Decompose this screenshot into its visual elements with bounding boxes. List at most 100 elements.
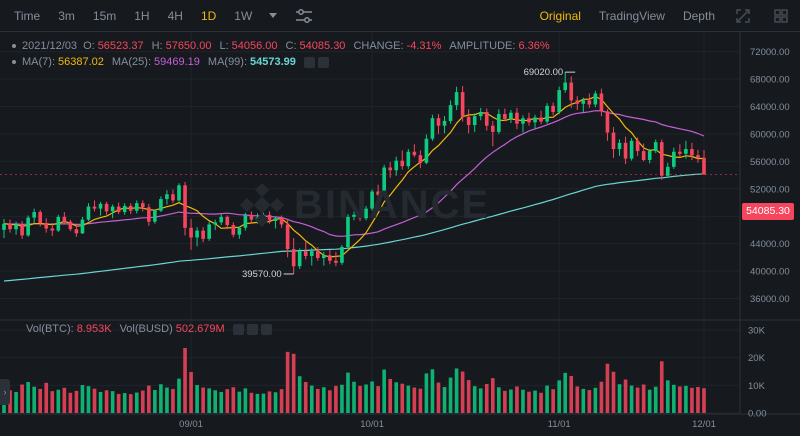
- candle-body: [86, 206, 91, 220]
- time-tick-label: 09/01: [179, 419, 203, 430]
- vol-close-icon[interactable]: [260, 323, 272, 335]
- volume-bar: [243, 388, 248, 413]
- ohlc-high-value: 57650.00: [165, 40, 212, 52]
- volume-bar: [587, 390, 592, 413]
- volume-bar: [647, 389, 652, 413]
- time-tick-label: 11/01: [548, 419, 571, 430]
- interval-time[interactable]: Time: [14, 8, 41, 23]
- candle-body: [291, 249, 296, 267]
- volume-bar: [593, 387, 598, 413]
- candle-body: [225, 216, 230, 226]
- candle-body: [702, 157, 706, 175]
- price-tick-label: 68000.00: [750, 75, 790, 86]
- volume-bar: [128, 394, 133, 413]
- axes: 72000.00 68000.00 64000.00 60000.00 56000.00…: [0, 32, 800, 430]
- volume-bar: [690, 387, 694, 413]
- settings-sliders-icon[interactable]: [295, 8, 313, 23]
- ma25-value: 59469.19: [154, 56, 200, 68]
- ohlc-high-label: H:: [151, 40, 163, 52]
- volume-bar: [376, 386, 380, 413]
- price-tick-label: 56000.00: [750, 157, 790, 168]
- volume-bar: [635, 387, 640, 413]
- volume-bar: [370, 381, 374, 413]
- fullscreen-icon[interactable]: [734, 7, 752, 25]
- candle-body: [557, 90, 561, 113]
- candle-body: [153, 210, 157, 222]
- sidebar-toggle-chevron-right-icon[interactable]: ›: [0, 379, 10, 405]
- volume-bar: [702, 388, 706, 413]
- interval-15m[interactable]: 15m: [92, 8, 117, 23]
- volume-bar: [195, 385, 199, 413]
- volume-bar: [665, 380, 670, 413]
- ohlc-low-value: 54056.00: [231, 40, 278, 52]
- candle-body: [466, 116, 471, 126]
- candle-body: [478, 112, 483, 117]
- ma-close-icon[interactable]: [317, 56, 329, 68]
- volume-bar: [358, 385, 362, 413]
- volume-bar: [388, 378, 393, 413]
- volume-bar: [147, 385, 151, 413]
- volume-bar: [68, 392, 73, 413]
- volume-bar: [8, 390, 12, 413]
- volume-bar: [38, 388, 43, 413]
- interval-1d[interactable]: 1D: [200, 8, 217, 23]
- volume-bar: [442, 386, 447, 413]
- view-tradingview[interactable]: TradingView: [598, 8, 665, 23]
- candle-body: [231, 225, 236, 235]
- view-original[interactable]: Original: [539, 8, 581, 23]
- candle-body: [147, 207, 151, 222]
- interval-4h[interactable]: 4H: [167, 8, 183, 23]
- candle-body: [678, 151, 682, 154]
- candle-body: [515, 112, 519, 124]
- candle-body: [171, 194, 175, 201]
- volume-bar: [20, 384, 24, 413]
- volume-bar: [322, 387, 326, 413]
- volume-bar: [521, 389, 525, 413]
- chevron-down-icon[interactable]: [269, 13, 278, 18]
- vol-settings-icon[interactable]: [232, 323, 244, 335]
- vol-busd-value: 502.679M: [175, 323, 225, 335]
- candle-body: [122, 205, 127, 213]
- kline-chart[interactable]: BINANCE 72000.00 68000.00 64000.00 60000.00…: [0, 32, 800, 431]
- volume-bar: [623, 379, 628, 413]
- candle-body: [8, 223, 12, 230]
- volume-bar: [183, 347, 187, 413]
- volume-bar: [291, 353, 296, 413]
- volume-bar: [515, 386, 519, 413]
- interval-3m[interactable]: 3m: [58, 8, 75, 23]
- volume-bar: [225, 389, 230, 413]
- high-annotation-label: 69020.00: [524, 67, 564, 78]
- view-depth[interactable]: Depth: [682, 8, 715, 23]
- volume-bar: [460, 371, 465, 413]
- vol-busd-label: Vol(BUSD): [119, 323, 173, 335]
- candle-body: [690, 149, 694, 156]
- volume-tick-label: 20K: [748, 353, 766, 364]
- grid-layout-icon[interactable]: [772, 7, 790, 25]
- volume-bar: [659, 361, 664, 413]
- price-tick-label: 64000.00: [750, 102, 790, 113]
- candle-body: [98, 203, 103, 209]
- candle-body: [376, 191, 380, 195]
- volume-bar: [364, 384, 368, 413]
- candle-body: [159, 199, 163, 211]
- vol-btc-label: Vol(BTC):: [26, 323, 74, 335]
- candle-body: [328, 255, 332, 261]
- volume-bars: [2, 347, 706, 413]
- candle-body: [509, 112, 513, 119]
- candle-body: [370, 191, 374, 209]
- candle-body: [672, 151, 676, 167]
- volume-bar: [478, 388, 483, 413]
- candle-body: [128, 205, 133, 211]
- volume-bar: [231, 387, 236, 413]
- current-price-badge: 54085.30: [742, 203, 794, 220]
- vol-hide-icon[interactable]: [246, 323, 258, 335]
- candle-body: [38, 212, 43, 224]
- interval-1h[interactable]: 1H: [134, 8, 150, 23]
- interval-1w[interactable]: 1W: [234, 8, 253, 23]
- candle-body: [104, 203, 109, 212]
- volume-bar: [86, 386, 91, 413]
- ohlc-amplitude-label: AMPLITUDE:: [449, 40, 516, 52]
- candle-body: [68, 221, 73, 230]
- ma-settings-icon[interactable]: [303, 56, 315, 68]
- candle-body: [267, 214, 272, 221]
